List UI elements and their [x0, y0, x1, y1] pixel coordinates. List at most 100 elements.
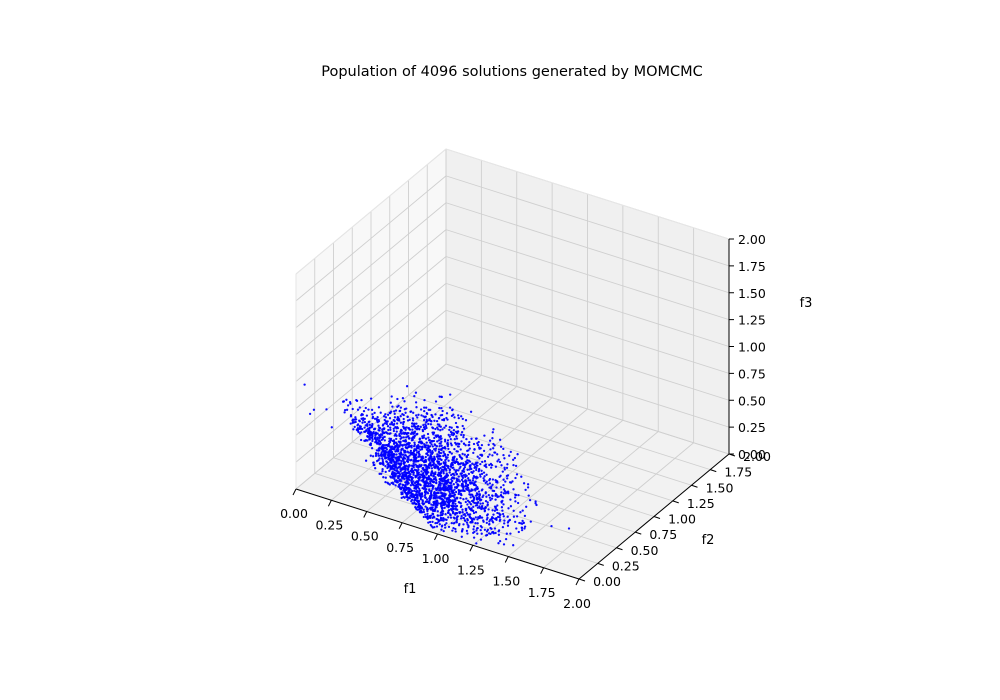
scatter-point	[440, 406, 443, 410]
scatter-point	[426, 484, 430, 488]
scatter-point	[459, 517, 463, 520]
scatter-point	[494, 498, 497, 501]
scatter-point	[378, 443, 381, 446]
scatter-point	[502, 543, 506, 546]
scatter-point	[431, 427, 435, 430]
scatter-point	[435, 481, 438, 484]
scatter-point	[444, 454, 447, 457]
scatter-point	[440, 492, 443, 495]
scatter-point	[506, 524, 510, 527]
scatter-point	[433, 465, 437, 468]
scatter-point	[490, 485, 493, 488]
scatter-point	[460, 457, 464, 460]
scatter-point	[466, 461, 469, 465]
scatter-point	[358, 406, 361, 409]
scatter-point	[469, 410, 473, 413]
scatter-point	[392, 423, 395, 427]
scatter-point	[424, 491, 427, 494]
scatter-point	[437, 502, 440, 505]
scatter-point	[412, 425, 415, 428]
scatter-point	[452, 477, 456, 480]
scatter-point	[498, 539, 502, 543]
scatter-point	[449, 487, 453, 491]
scatter-point	[446, 504, 450, 507]
y-tick-label: 1.00	[668, 512, 696, 527]
scatter-point	[462, 442, 466, 445]
scatter-point	[434, 400, 438, 403]
scatter-point	[428, 520, 432, 524]
scatter-point	[409, 484, 413, 487]
scatter-point	[424, 460, 428, 463]
scatter-point	[496, 460, 499, 463]
scatter-point	[453, 488, 456, 491]
scatter-point	[514, 520, 517, 524]
scatter-point	[433, 525, 436, 529]
scatter-point	[462, 427, 466, 430]
scatter-point	[487, 493, 490, 497]
scatter-point	[441, 477, 445, 480]
x-tick-label: 0.50	[351, 529, 379, 544]
scatter-point	[440, 504, 443, 508]
scatter-point	[459, 492, 463, 496]
scatter-point	[419, 504, 422, 507]
scatter-point	[421, 436, 424, 440]
scatter-point	[389, 432, 392, 435]
scatter-point	[400, 462, 403, 465]
scatter-point	[382, 415, 386, 418]
scatter-point	[483, 528, 487, 531]
scatter-point	[412, 462, 415, 465]
scatter-point	[492, 442, 495, 446]
scatter-point	[422, 515, 425, 519]
scatter-point	[469, 516, 472, 520]
scatter-point	[512, 458, 515, 461]
scatter-point	[442, 487, 446, 491]
scatter-point	[512, 544, 515, 547]
scatter-point	[446, 444, 449, 448]
scatter-point	[535, 503, 538, 507]
grid-line-z-wall	[295, 283, 447, 409]
scatter-point	[386, 413, 390, 416]
scatter-point	[424, 505, 427, 508]
scatter-point	[446, 456, 449, 459]
scatter-point	[512, 463, 515, 467]
scatter-point	[460, 415, 463, 418]
scatter-point	[517, 493, 520, 497]
scatter-point	[351, 407, 354, 411]
scatter-point	[480, 469, 483, 472]
scatter-point	[427, 436, 430, 439]
x-tick-label: 1.50	[492, 574, 520, 589]
scatter-point	[422, 477, 425, 480]
scatter-point	[444, 480, 447, 483]
scatter-point	[496, 504, 499, 507]
scatter-point	[491, 509, 494, 512]
scatter-point	[424, 468, 428, 471]
scatter-point	[411, 417, 415, 420]
scatter-point	[411, 419, 415, 422]
scatter-point	[349, 402, 352, 405]
scatter-point	[429, 482, 432, 485]
scatter-point	[450, 431, 454, 434]
scatter-point	[395, 422, 399, 425]
scatter-point	[428, 457, 432, 460]
scatter-point	[435, 419, 439, 423]
scatter-point	[495, 508, 499, 511]
scatter-point	[508, 454, 511, 457]
scatter-point	[460, 431, 464, 434]
scatter-point	[434, 472, 437, 476]
scatter-point	[486, 483, 489, 486]
scatter-point	[426, 515, 429, 519]
scatter-point	[404, 488, 407, 492]
scatter-point	[453, 416, 456, 419]
scatter-point	[388, 454, 391, 458]
scatter-point	[410, 439, 414, 442]
scatter-point	[508, 481, 512, 484]
scatter-point	[448, 435, 451, 438]
y-tick-label: 1.50	[706, 480, 734, 495]
y-tick-label: 0.75	[649, 527, 677, 542]
scatter-point	[400, 429, 403, 432]
scatter-point	[390, 457, 394, 460]
scatter-point	[420, 414, 423, 417]
scatter-point	[394, 465, 397, 469]
scatter-point	[419, 476, 422, 479]
scatter-point	[422, 510, 426, 514]
